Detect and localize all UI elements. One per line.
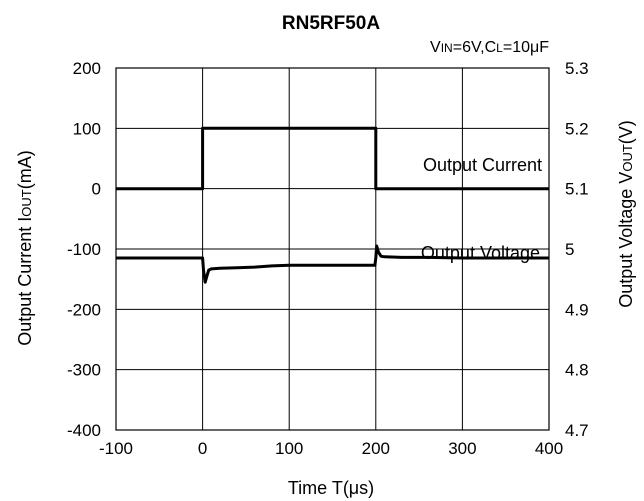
y-left-tick-label: -300 xyxy=(67,361,101,380)
series-group xyxy=(116,126,549,284)
output-voltage-annotation: Output Voltage xyxy=(421,243,540,263)
y-left-tick-label: -400 xyxy=(67,421,101,440)
x-axis-label: Time T(μs) xyxy=(288,478,374,498)
test-condition-label: VIN=6V,CL=10μF xyxy=(430,39,549,56)
x-tick-label: 100 xyxy=(275,439,303,458)
y-right-axis-label: Output Voltage VOUT(V) xyxy=(616,120,636,308)
plot-frame xyxy=(115,67,550,431)
y-left-tick-label: 0 xyxy=(92,180,101,199)
y-left-tick-label: 200 xyxy=(73,59,101,78)
x-tick-labels: -100 0 100 200 300 400 xyxy=(99,439,563,458)
output-current-annotation: Output Current xyxy=(423,155,542,175)
y-right-tick-label: 5 xyxy=(565,240,574,259)
x-tick-label: 400 xyxy=(535,439,563,458)
y-right-tick-label: 5.3 xyxy=(565,59,589,78)
y-right-tick-label: 4.9 xyxy=(565,300,589,319)
output-voltage-line xyxy=(116,244,549,284)
y-right-tick-label: 5.1 xyxy=(565,180,589,199)
x-tick-label: 200 xyxy=(362,439,390,458)
y-right-tick-labels: 5.3 5.2 5.1 5 4.9 4.8 4.7 xyxy=(565,59,589,440)
x-tick-label: 300 xyxy=(448,439,476,458)
y-right-tick-label: 4.8 xyxy=(565,361,589,380)
y-left-tick-label: 100 xyxy=(73,119,101,138)
x-tick-label: 0 xyxy=(198,439,207,458)
x-tick-label: -100 xyxy=(99,439,133,458)
y-right-tick-label: 5.2 xyxy=(565,119,589,138)
y-left-tick-label: -200 xyxy=(67,300,101,319)
output-current-line xyxy=(116,126,549,191)
y-left-axis-label: Output Current IOUT(mA) xyxy=(15,150,35,346)
y-right-tick-label: 4.7 xyxy=(565,421,589,440)
chart-title: RN5RF50A xyxy=(282,13,380,34)
y-left-tick-labels: 200 100 0 -100 -200 -300 -400 xyxy=(67,59,101,440)
y-left-tick-label: -100 xyxy=(67,240,101,259)
